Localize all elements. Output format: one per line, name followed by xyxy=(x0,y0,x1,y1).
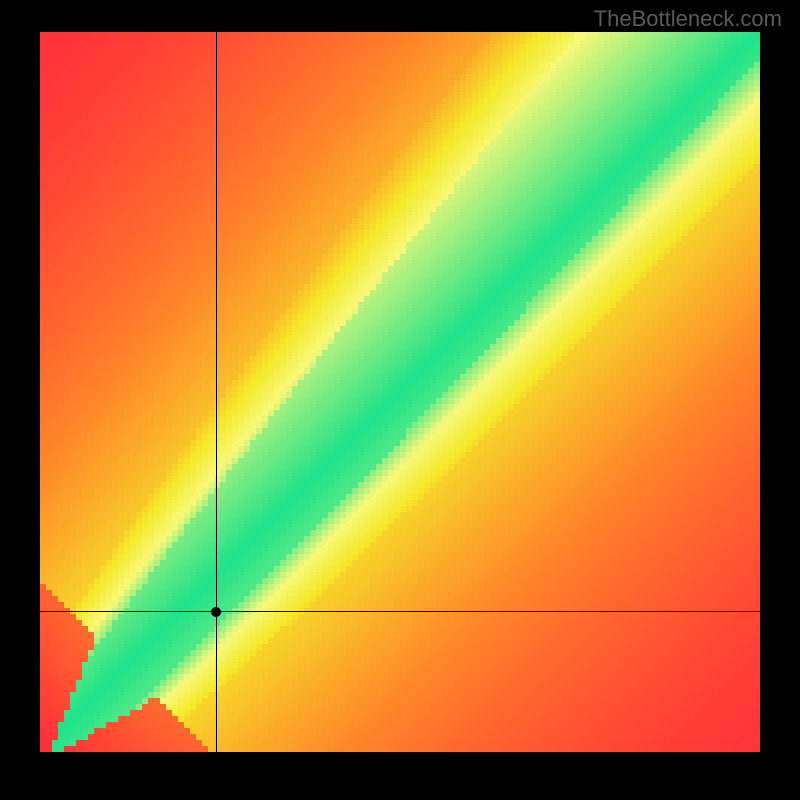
marker-dot xyxy=(211,607,221,617)
watermark-text: TheBottleneck.com xyxy=(594,6,782,32)
crosshair-vertical xyxy=(216,32,217,752)
heatmap-canvas xyxy=(40,32,760,752)
crosshair-horizontal xyxy=(40,611,760,612)
